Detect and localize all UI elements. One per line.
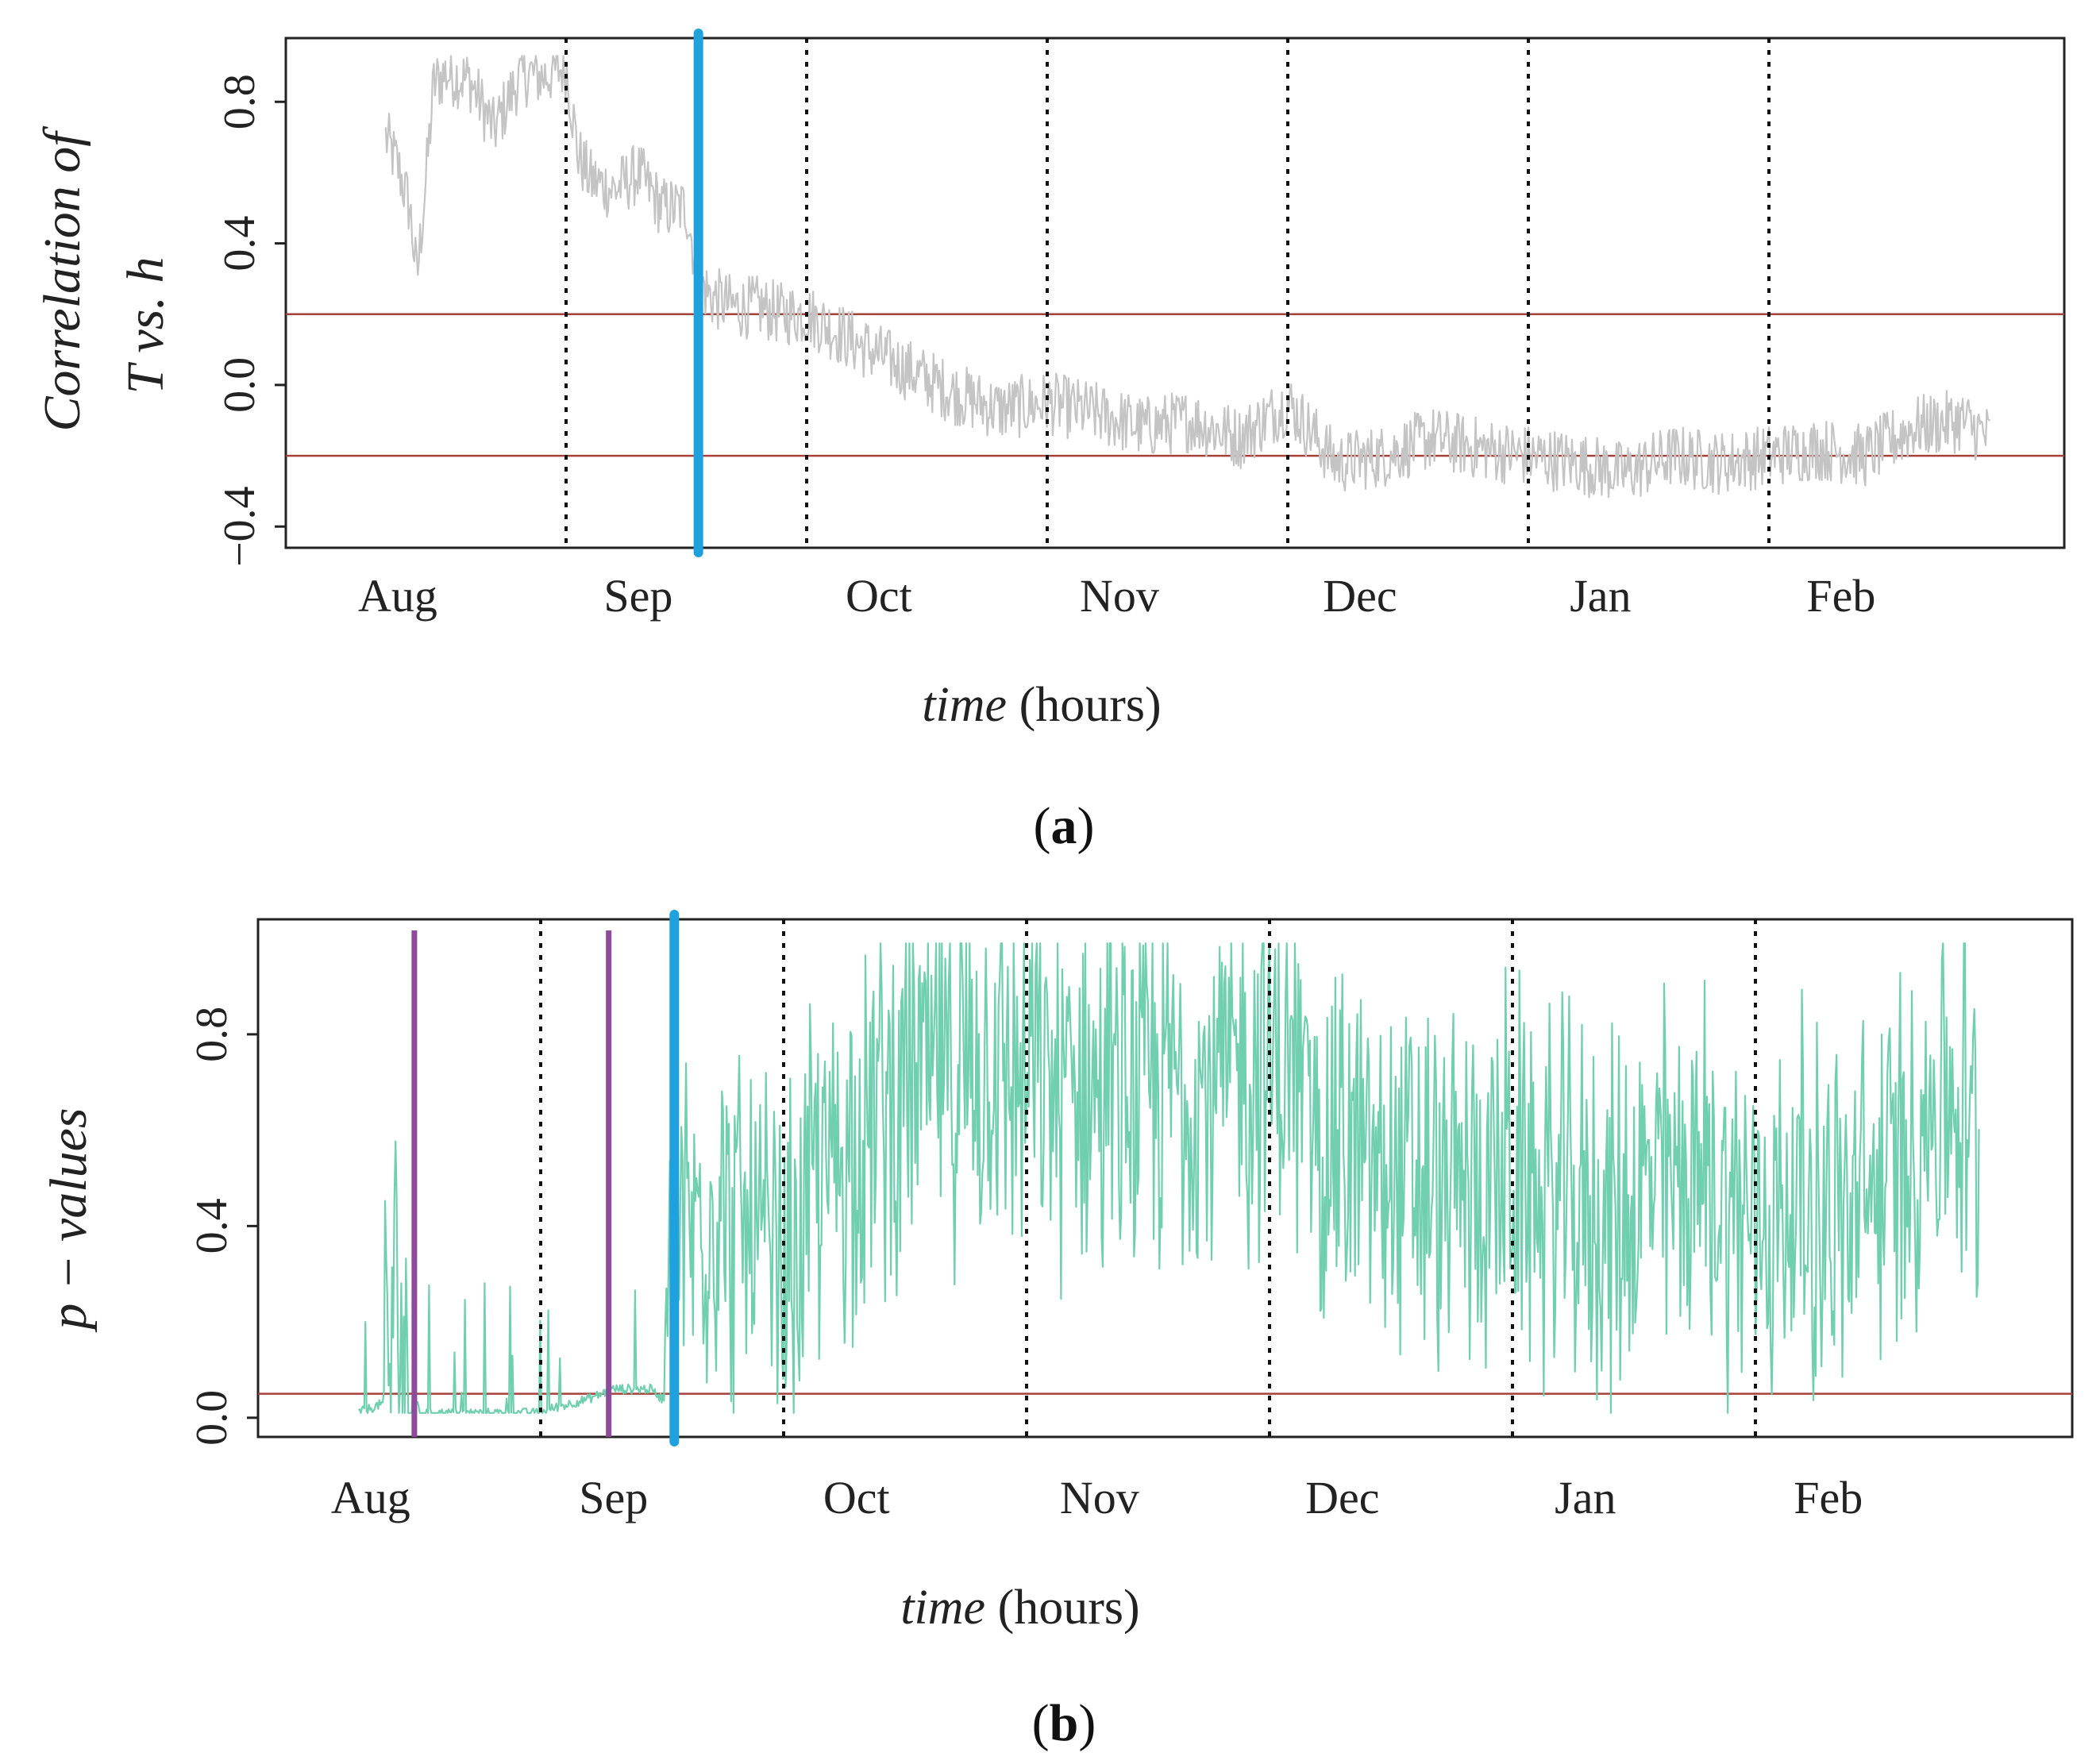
panel-b-series [357, 942, 1980, 1414]
panel-b-month-boundaries [539, 919, 1757, 1437]
month-label-jan: Jan [1570, 570, 1631, 622]
series-line-correlation [384, 55, 1991, 499]
panel-b-plot-frame [256, 918, 2074, 1439]
panel-a-month-boundaries [564, 38, 1771, 548]
y-tick-label-3: 0.8 [215, 74, 264, 129]
month-label-sep: Sep [579, 1472, 648, 1523]
y-tick-label-0: 0.0 [187, 1390, 237, 1446]
panel-a-ylabel-line2: T vs. h [117, 257, 175, 395]
panel-a-series [384, 55, 1991, 499]
month-label-aug: Aug [358, 570, 437, 622]
panel-b-month-labels: Aug Sep Oct Nov Dec Jan Feb [331, 1472, 1863, 1523]
panel-b-xlabel-italic: time [900, 1581, 985, 1635]
panel-b-change-points [411, 910, 680, 1446]
month-label-nov: Nov [1080, 570, 1159, 622]
panel-b-xlabel-plain: (hours) [998, 1581, 1140, 1635]
panel-a-xlabel: time (hours) [922, 678, 1161, 732]
panel-a-correlation-chart: −0.4 0.0 0.4 0.8 Aug Sep Oct Nov Dec Jan Feb Corr… [33, 29, 2066, 855]
month-label-oct: Oct [846, 570, 912, 622]
panel-b-ylabel: p − values [40, 1107, 98, 1332]
month-label-oct: Oct [823, 1472, 890, 1523]
y-tick-label-2: 0.4 [215, 216, 264, 272]
y-tick-label-1: 0.0 [215, 357, 264, 413]
month-label-sep: Sep [603, 570, 672, 622]
panel-a-plot-frame [284, 37, 2066, 549]
month-label-feb: Feb [1794, 1472, 1863, 1523]
panel-b-caption-letter: b [1050, 1694, 1079, 1752]
y-tick-label-0: −0.4 [215, 486, 264, 567]
panel-b-xlabel: time (hours) [900, 1581, 1139, 1635]
panel-b-y-ticks: 0.0 0.4 0.8 [187, 1007, 258, 1446]
panel-a-month-labels: Aug Sep Oct Nov Dec Jan Feb [358, 570, 1875, 622]
panel-a-caption-letter: a [1051, 797, 1077, 855]
month-label-aug: Aug [331, 1472, 410, 1523]
month-label-dec: Dec [1323, 570, 1397, 622]
panel-b-caption: (b) [1032, 1694, 1096, 1752]
panel-a-caption: (a) [1034, 797, 1095, 855]
panel-a-xlabel-plain: (hours) [1019, 678, 1162, 732]
panel-a-y-ticks: −0.4 0.0 0.4 0.8 [215, 74, 286, 567]
month-label-dec: Dec [1305, 1472, 1379, 1523]
month-label-nov: Nov [1060, 1472, 1139, 1523]
panel-b-pvalue-chart: 0.0 0.4 0.8 Aug Sep Oct Nov Dec Jan Feb p − valu… [40, 910, 2074, 1752]
panel-a-ylabel-line1: Correlation of [33, 126, 91, 432]
y-tick-label-2: 0.8 [187, 1007, 237, 1062]
month-label-feb: Feb [1806, 570, 1875, 622]
panel-a-y-axis-title: Correlation of T vs. h [33, 126, 175, 432]
panel-a-xlabel-italic: time [922, 678, 1007, 732]
month-label-jan: Jan [1555, 1472, 1616, 1523]
series-line-p-values [357, 942, 1980, 1414]
y-tick-label-1: 0.4 [187, 1198, 237, 1254]
